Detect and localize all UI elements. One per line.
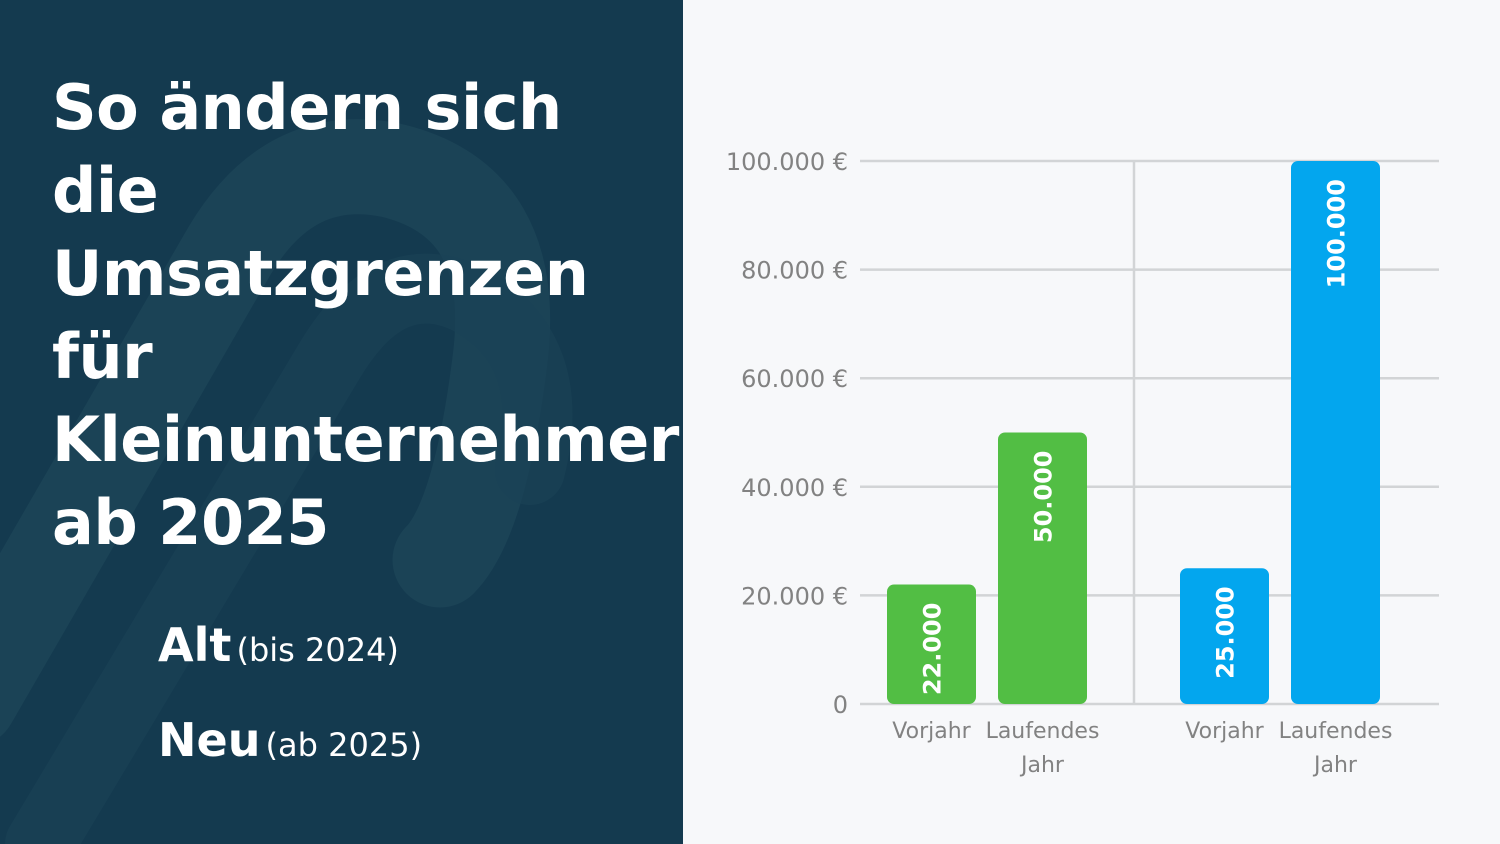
x-tick-label: Laufendes	[986, 719, 1100, 744]
background-logo-decoration	[0, 119, 573, 844]
decor-swoosh-shape	[5, 253, 573, 844]
x-axis-labels: Vorjahr Laufendes Jahr Vorjahr Laufendes Jahr	[892, 719, 1392, 778]
decor-swoosh-shape	[0, 119, 551, 737]
x-tick-label: Jahr	[1312, 753, 1358, 778]
bar-value-label: 50.000	[1030, 451, 1058, 544]
bar-value-label: 22.000	[919, 603, 947, 696]
bar-alt-laufendes-jahr	[998, 432, 1087, 704]
title-panel: So ändern sich die Umsatzgrenzen für Kle…	[0, 0, 683, 844]
y-tick-label: 40.000 €	[741, 474, 848, 502]
y-tick-label: 80.000 €	[741, 257, 848, 285]
chart-panel: 0 20.000 € 40.000 € 60.000 € 80.000 € 100.000…	[683, 0, 1500, 844]
bar-value-label: 100.000	[1323, 179, 1351, 288]
page-title: So ändern sich die Umsatzgrenzen für Kle…	[52, 71, 679, 559]
y-axis-labels: 0 20.000 € 40.000 € 60.000 € 80.000 € 100.000…	[726, 148, 848, 719]
x-tick-label: Jahr	[1019, 753, 1065, 778]
x-tick-label: Laufendes	[1279, 719, 1393, 744]
bar-alt-vorjahr	[887, 584, 976, 704]
y-tick-label: 60.000 €	[741, 365, 848, 393]
bar-neu-vorjahr	[1180, 568, 1269, 704]
y-tick-label: 20.000 €	[741, 582, 848, 610]
bar-neu-laufendes-jahr	[1291, 161, 1380, 704]
legend-detail: (bis 2024)	[236, 631, 399, 669]
y-tick-label: 100.000 €	[726, 148, 848, 176]
x-tick-label: Vorjahr	[1185, 719, 1264, 744]
bar-value-label: 25.000	[1212, 586, 1240, 679]
legend-item-neu: Neu (ab 2025)	[158, 713, 422, 767]
legend-label: Neu	[158, 713, 261, 767]
bars: 22.000 50.000 25.000 100.000	[887, 161, 1380, 704]
bar-chart: 0 20.000 € 40.000 € 60.000 € 80.000 € 100.000…	[726, 148, 1439, 778]
legend-label: Alt	[158, 618, 232, 672]
legend-detail: (ab 2025)	[265, 726, 423, 764]
legend-item-alt: Alt (bis 2024)	[158, 618, 399, 672]
x-tick-label: Vorjahr	[892, 719, 971, 744]
y-tick-label: 0	[833, 691, 848, 719]
